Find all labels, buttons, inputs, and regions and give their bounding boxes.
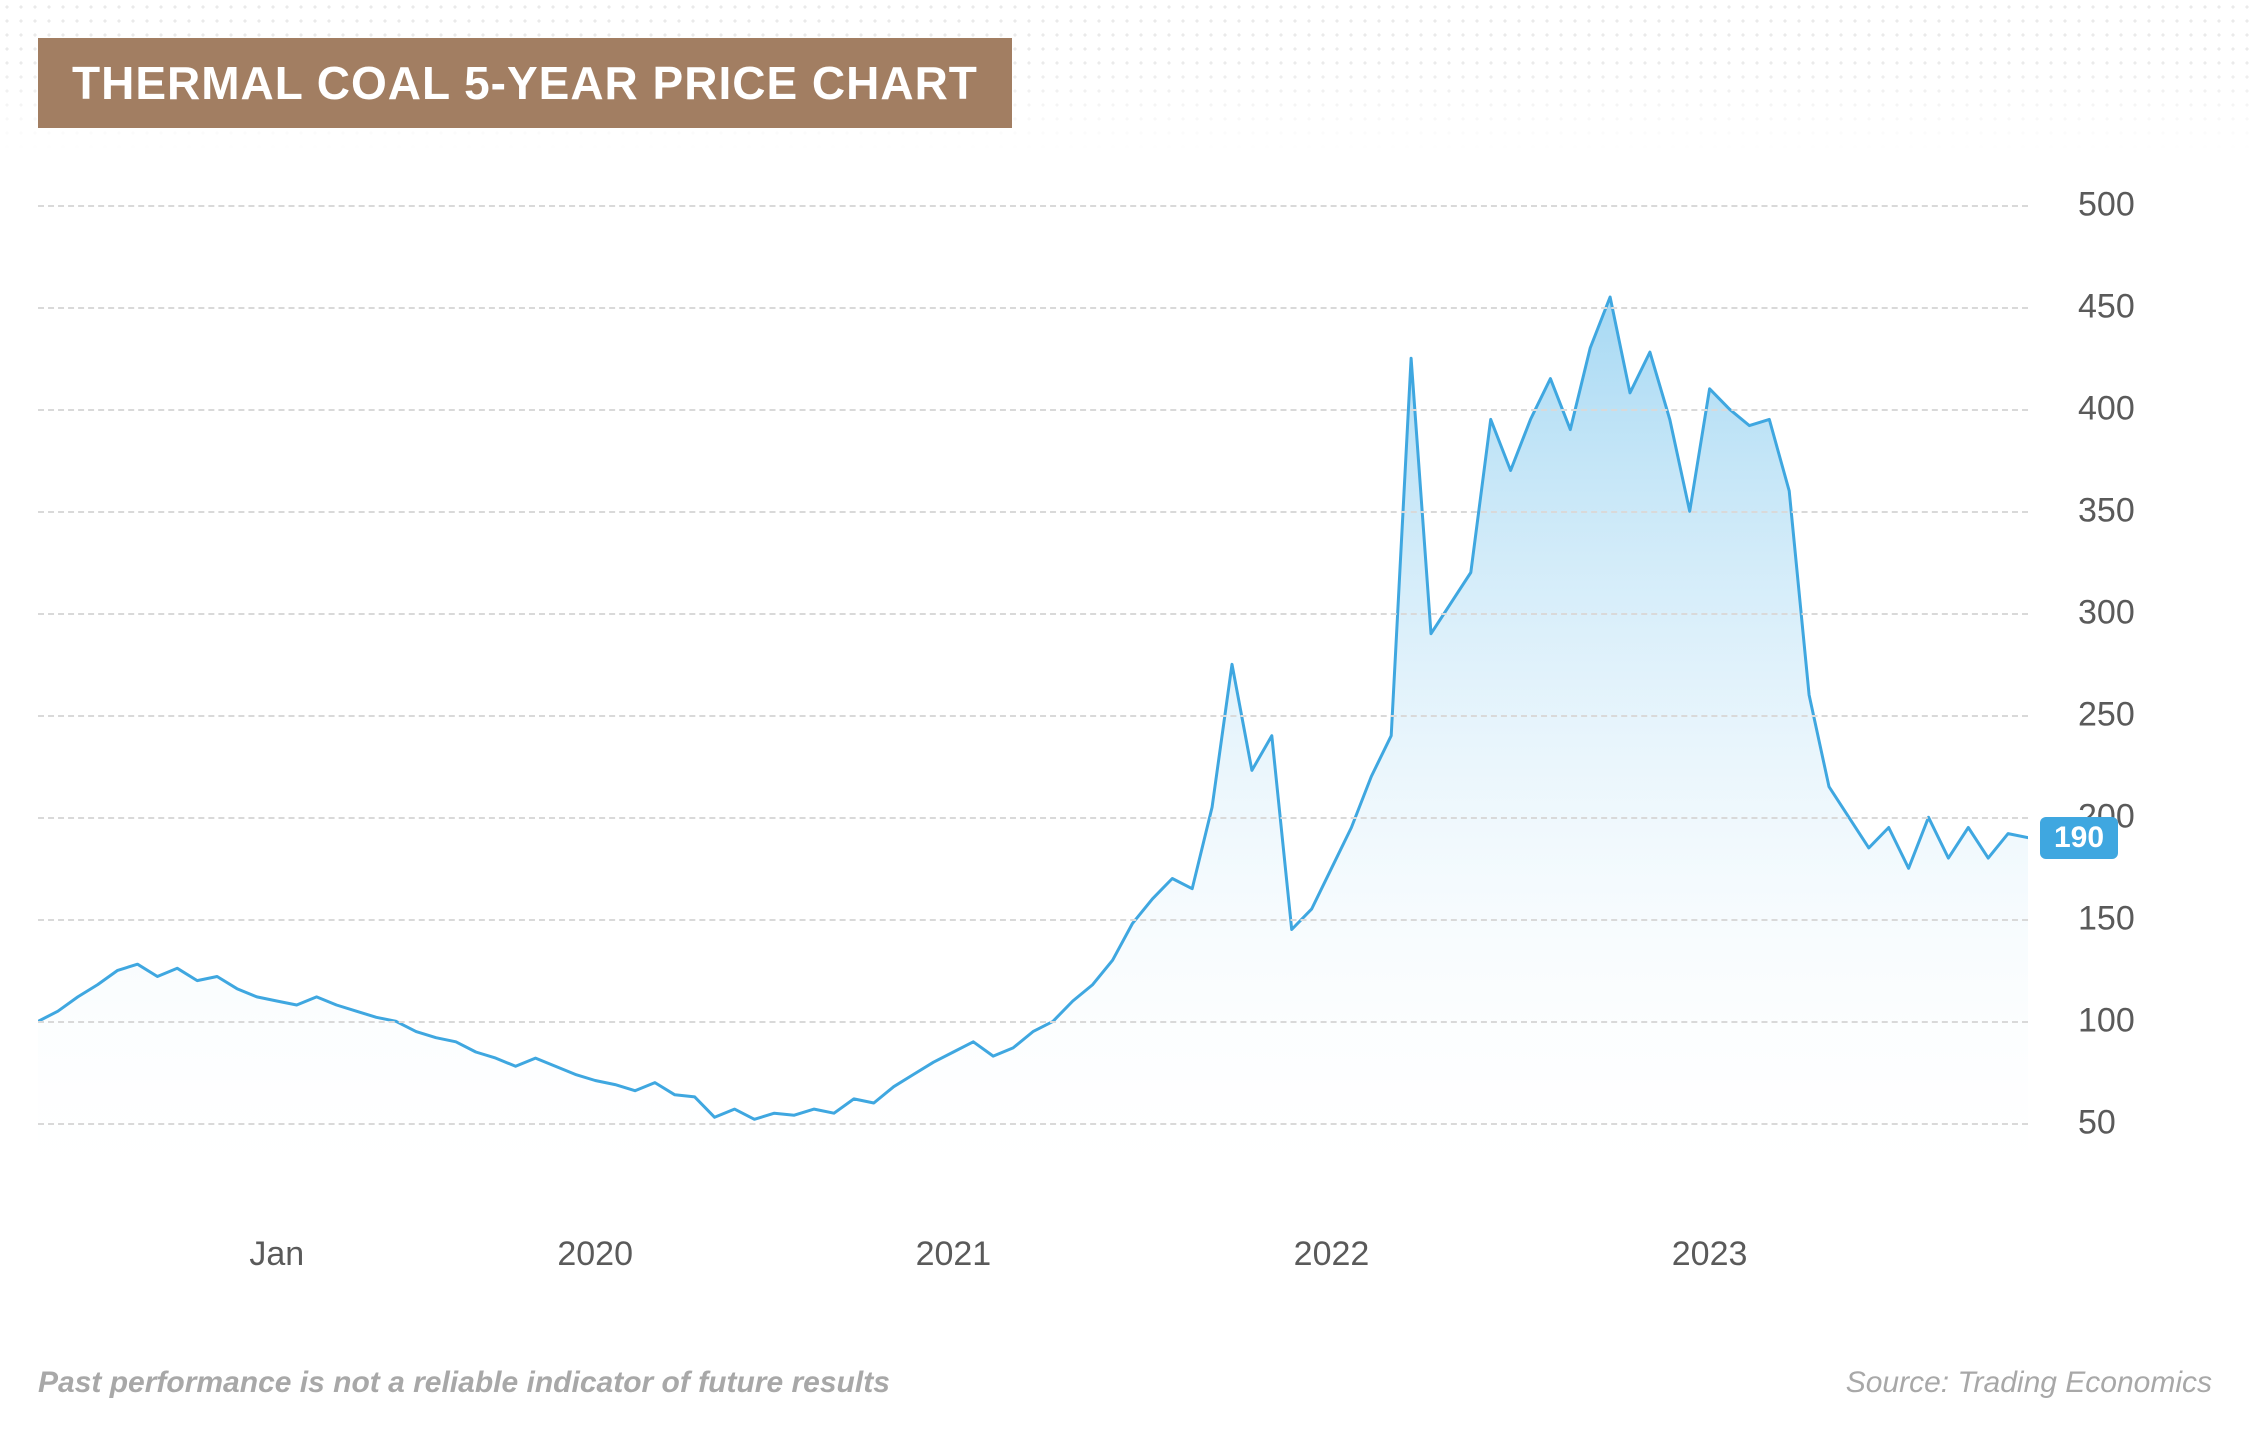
grid-line	[38, 307, 2028, 309]
area-line-chart	[38, 195, 2028, 1205]
grid-line	[38, 511, 2028, 513]
y-tick-label: 250	[2078, 696, 2135, 735]
y-tick-label: 500	[2078, 186, 2135, 225]
grid-line	[38, 715, 2028, 717]
x-axis-labels: Jan 2020 2021 2022 2023	[38, 1235, 2028, 1285]
y-axis-labels: 50100150200250300350400450500	[2048, 195, 2208, 1205]
source-text: Source: Trading Economics	[1846, 1366, 2212, 1400]
x-tick-label: 2023	[1672, 1235, 1748, 1274]
grid-line	[38, 205, 2028, 207]
grid-line	[38, 1021, 2028, 1023]
y-tick-label: 50	[2078, 1104, 2116, 1143]
x-tick-label: 2020	[557, 1235, 633, 1274]
grid-line	[38, 817, 2028, 819]
x-tick-label: Jan	[249, 1235, 304, 1274]
y-tick-label: 100	[2078, 1002, 2135, 1041]
chart-container: 50100150200250300350400450500 Jan2020202…	[38, 195, 2218, 1295]
y-tick-label: 450	[2078, 288, 2135, 327]
grid-line	[38, 613, 2028, 615]
y-tick-label: 400	[2078, 390, 2135, 429]
plot-area	[38, 195, 2028, 1205]
y-tick-label: 150	[2078, 900, 2135, 939]
disclaimer-text: Past performance is not a reliable indic…	[38, 1366, 890, 1400]
chart-title: THERMAL COAL 5-YEAR PRICE CHART	[38, 38, 1012, 128]
y-tick-label: 300	[2078, 594, 2135, 633]
x-tick-label: 2021	[916, 1235, 992, 1274]
x-tick-label: 2022	[1294, 1235, 1370, 1274]
grid-line	[38, 919, 2028, 921]
y-tick-label: 350	[2078, 492, 2135, 531]
current-value-badge: 190	[2040, 817, 2118, 859]
grid-line	[38, 409, 2028, 411]
chart-footer: Past performance is not a reliable indic…	[38, 1366, 2212, 1400]
grid-line	[38, 1123, 2028, 1125]
